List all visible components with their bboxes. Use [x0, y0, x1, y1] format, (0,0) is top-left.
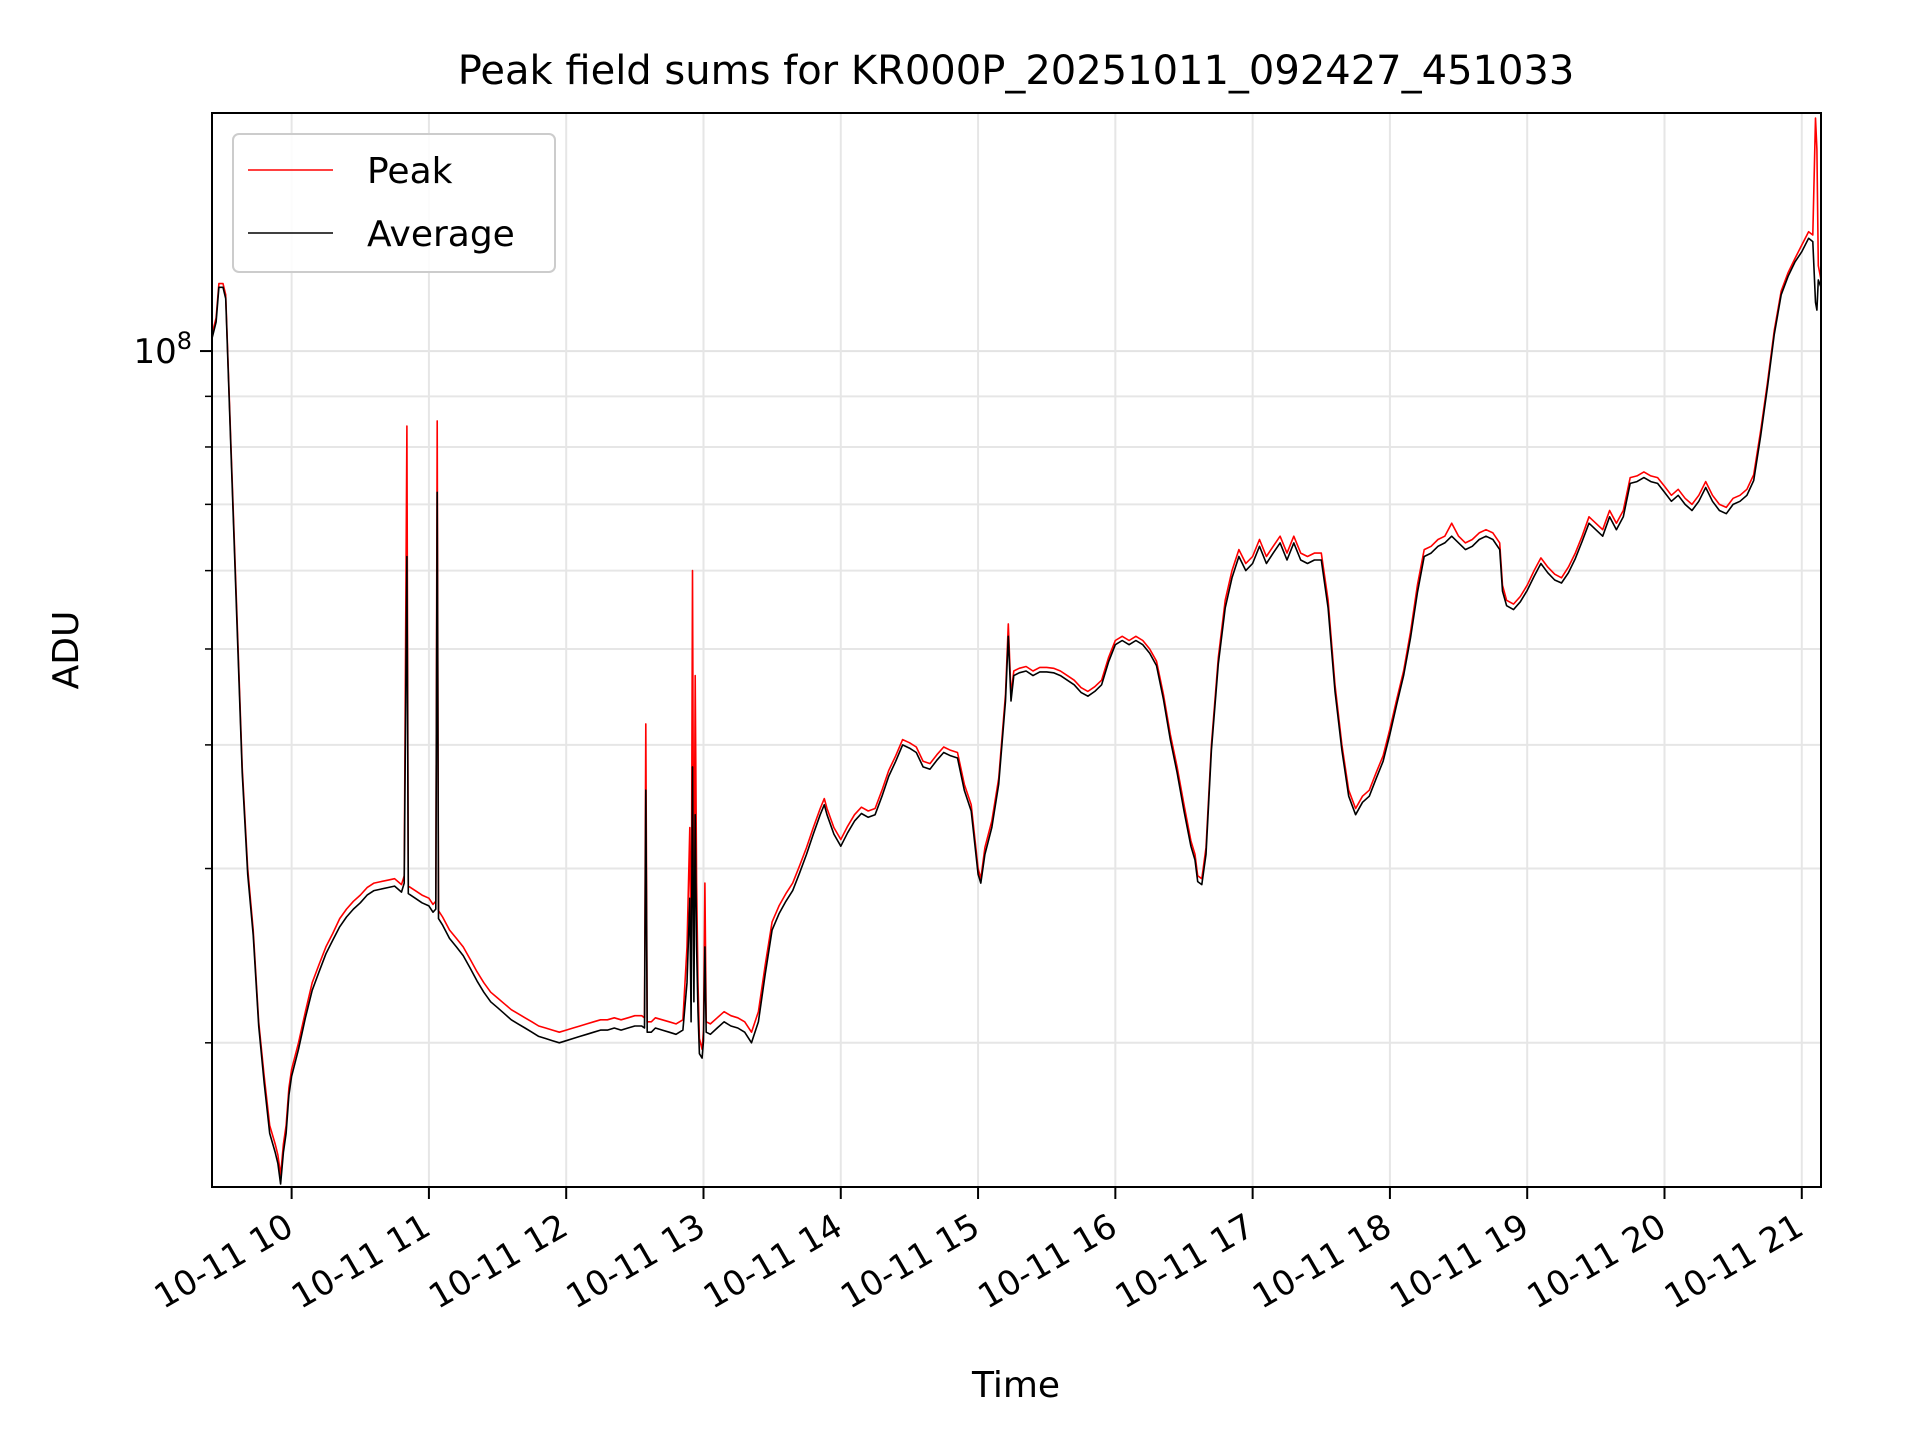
- y-axis-label: ADU: [46, 611, 87, 690]
- y-tick-label-base: 10: [133, 332, 176, 372]
- chart-title: Peak field sums for KR000P_20251011_0924…: [458, 48, 1575, 94]
- plot-frame: [211, 112, 1822, 1188]
- legend: Peak Average: [232, 133, 556, 273]
- y-axis-ticks: 108: [133, 327, 212, 1044]
- y-tick-label-exponent: 8: [177, 327, 192, 355]
- legend-label-average: Average: [367, 214, 515, 255]
- legend-label-peak: Peak: [367, 151, 453, 192]
- series-line-average: [211, 237, 1822, 1185]
- minor-grid: [212, 395, 1821, 1044]
- x-axis-label: Time: [971, 1365, 1060, 1406]
- series-layer: [211, 117, 1822, 1185]
- y-tick-label: 108: [133, 327, 192, 372]
- legend-box: [232, 133, 556, 273]
- major-grid: [212, 113, 1821, 1187]
